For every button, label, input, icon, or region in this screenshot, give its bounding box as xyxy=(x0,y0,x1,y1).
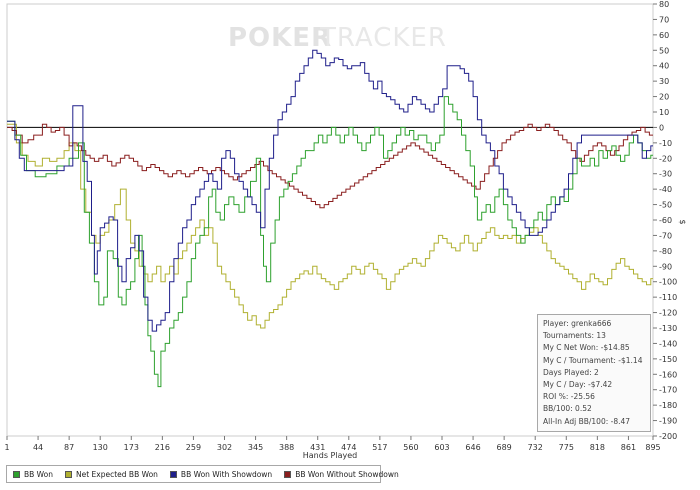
watermark-left: POKER xyxy=(228,23,332,53)
x-tick-label: 130 xyxy=(93,443,108,452)
x-axis-title: Hands Played xyxy=(303,451,357,460)
legend-swatch xyxy=(169,470,177,478)
legend-label: Net Expected BB Won xyxy=(76,469,158,479)
y-tick-label: -80 xyxy=(659,247,672,256)
x-tick-label: 302 xyxy=(217,443,232,452)
y-tick-label: -60 xyxy=(659,216,672,225)
series-line-bb-won-without-showdown xyxy=(7,123,653,209)
y-tick-label: -10 xyxy=(659,139,672,148)
x-tick-label: 517 xyxy=(372,443,387,452)
watermark-right: TRACKER xyxy=(319,23,447,53)
stat-player: Player: grenka666 xyxy=(543,319,612,328)
x-tick-label: 87 xyxy=(64,443,74,452)
x-tick-label: 474 xyxy=(341,443,356,452)
x-tick-label: 1 xyxy=(4,443,9,452)
x-tick-label: 388 xyxy=(279,443,294,452)
y-tick-label: 80 xyxy=(659,0,669,9)
x-tick-label: 861 xyxy=(621,443,636,452)
stat-per-tournament: My C / Tournament: -$1.14 xyxy=(543,355,643,365)
x-tick-label: 646 xyxy=(465,443,480,452)
y-tick-label: 10 xyxy=(659,108,669,117)
y-tick-label: -20 xyxy=(659,154,672,163)
x-tick-label: 689 xyxy=(497,443,512,452)
y-tick-label: -170 xyxy=(659,386,677,395)
series-layer xyxy=(7,49,653,388)
legend-item-bb-won: BB Won xyxy=(13,470,53,479)
legend-swatch xyxy=(284,470,292,478)
y-tick-label: 40 xyxy=(659,62,669,71)
y-tick-label: 70 xyxy=(659,15,669,24)
x-tick-label: 44 xyxy=(33,443,43,452)
y-tick-label: -30 xyxy=(659,170,672,179)
x-tick-label: 732 xyxy=(528,443,543,452)
legend-swatch xyxy=(13,470,20,478)
y-tick-label: 50 xyxy=(659,46,669,55)
x-tick-label: 818 xyxy=(590,443,605,452)
y-tick-label: -110 xyxy=(659,293,677,302)
y-tick-label: -150 xyxy=(659,355,677,364)
y-axis-ticks: 80 70 60 50 40 30 20 10 0 -10 -20 -30 -40 -50 -60 -70 -8… xyxy=(653,0,677,441)
y-tick-label: -200 xyxy=(659,432,677,441)
y-tick-label: -100 xyxy=(659,278,677,287)
stat-per-day: My C / Day: -$7.42 xyxy=(543,380,613,390)
x-tick-label: 603 xyxy=(434,443,449,452)
x-tick-label: 345 xyxy=(248,443,263,452)
stats-box: Player: grenka666 Tournaments: 13 My C N… xyxy=(537,314,651,432)
legend: BB Won Net Expected BB Won BB Won With S… xyxy=(6,465,399,483)
watermark: POKER TRACKER xyxy=(228,23,447,53)
y-axis-title: $ xyxy=(678,219,687,224)
stat-roi: ROI %: -25.56 xyxy=(543,392,595,402)
y-tick-label: -190 xyxy=(659,417,677,426)
legend-label: BB Won xyxy=(24,469,53,479)
x-tick-label: 775 xyxy=(559,443,574,452)
y-tick-label: -140 xyxy=(659,339,677,348)
y-tick-label: -50 xyxy=(659,201,672,210)
legend-item-net-expected: Net Expected BB Won xyxy=(65,470,158,479)
y-tick-label: -120 xyxy=(659,309,677,318)
stat-net-won: My C Net Won: -$14.85 xyxy=(543,343,630,353)
x-tick-label: 259 xyxy=(186,443,201,452)
y-tick-label: 60 xyxy=(659,31,669,40)
y-tick-label: -70 xyxy=(659,231,672,240)
legend-item-with-showdown: BB Won With Showdown xyxy=(169,469,273,479)
x-tick-label: 560 xyxy=(403,443,418,452)
stat-allin-adj: All-In Adj BB/100: -8.47 xyxy=(543,416,631,426)
y-tick-label: 20 xyxy=(659,93,669,102)
legend-label: BB Won Without Showdown xyxy=(295,469,399,479)
y-tick-label: -40 xyxy=(659,185,672,194)
legend-label: BB Won With Showdown xyxy=(180,469,273,479)
legend-swatch xyxy=(65,470,72,478)
y-tick-label: -90 xyxy=(659,262,672,271)
y-tick-label: 30 xyxy=(659,77,669,86)
series-line-net-expected-bb-won xyxy=(7,123,653,329)
y-tick-label: -160 xyxy=(659,370,677,379)
y-tick-label: 0 xyxy=(659,123,664,132)
x-tick-label: 216 xyxy=(155,443,170,452)
x-tick-label: 173 xyxy=(124,443,139,452)
x-axis-ticks: 1 44 87 130 173 216 259 302 345 388 431 474 517 560 60… xyxy=(4,436,661,452)
legend-item-without-showdown: BB Won Without Showdown xyxy=(284,470,399,479)
y-tick-label: -130 xyxy=(659,324,677,333)
y-tick-label: -180 xyxy=(659,401,677,410)
stat-days-played: Days Played: 2 xyxy=(543,367,599,377)
stat-bb-per-100: BB/100: 0.52 xyxy=(543,404,592,414)
series-line-bb-won xyxy=(7,96,653,388)
stat-tournaments: Tournaments: 13 xyxy=(543,331,606,341)
x-tick-label: 431 xyxy=(310,443,325,452)
series-line-bb-won-with-showdown xyxy=(7,49,653,332)
x-tick-label: 895 xyxy=(645,443,660,452)
